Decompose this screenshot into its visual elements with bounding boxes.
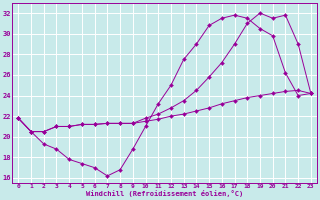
X-axis label: Windchill (Refroidissement éolien,°C): Windchill (Refroidissement éolien,°C) [86, 190, 243, 197]
